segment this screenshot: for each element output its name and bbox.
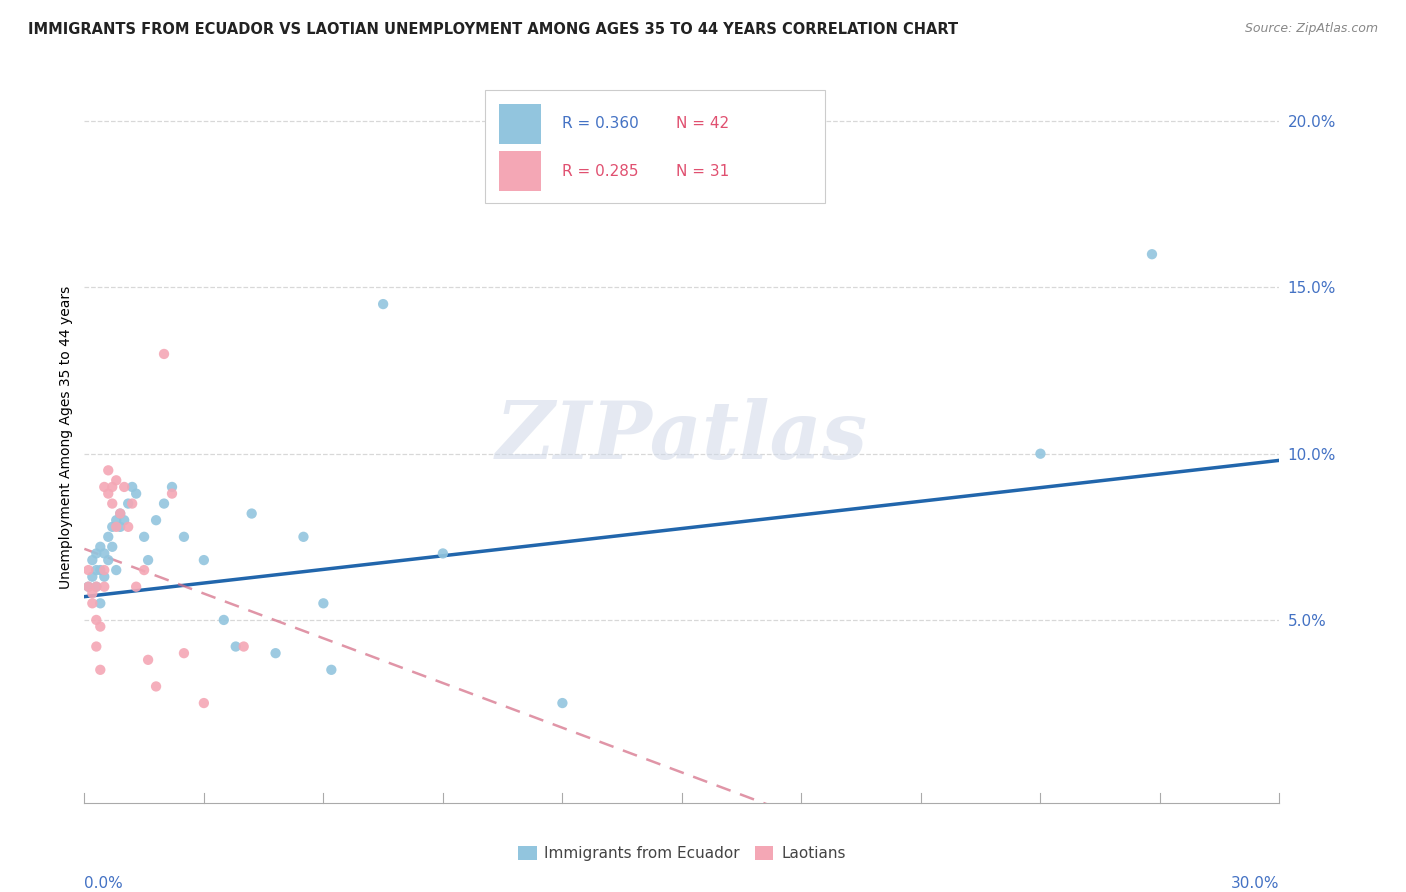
- Point: [225, 640, 247, 654]
- Point: [153, 347, 176, 361]
- Point: [89, 619, 111, 633]
- Legend: Immigrants from Ecuador, Laotians: Immigrants from Ecuador, Laotians: [519, 846, 845, 861]
- Text: N = 31: N = 31: [676, 164, 730, 178]
- Point: [1029, 447, 1052, 461]
- Point: [93, 580, 115, 594]
- Point: [101, 540, 124, 554]
- Point: [86, 580, 108, 594]
- Point: [86, 613, 108, 627]
- Point: [77, 580, 100, 594]
- Point: [97, 463, 120, 477]
- Point: [160, 480, 183, 494]
- Text: Source: ZipAtlas.com: Source: ZipAtlas.com: [1244, 22, 1378, 36]
- Text: 0.0%: 0.0%: [84, 876, 124, 891]
- Point: [105, 513, 128, 527]
- Point: [110, 520, 132, 534]
- Point: [101, 480, 124, 494]
- Point: [86, 640, 108, 654]
- Point: [101, 497, 124, 511]
- Point: [77, 563, 100, 577]
- Point: [132, 563, 156, 577]
- Point: [125, 580, 148, 594]
- Text: N = 42: N = 42: [676, 116, 730, 131]
- Point: [82, 553, 104, 567]
- Point: [110, 507, 132, 521]
- Point: [136, 553, 159, 567]
- Text: R = 0.285: R = 0.285: [562, 164, 638, 178]
- Point: [432, 546, 454, 560]
- Point: [97, 553, 120, 567]
- Text: IMMIGRANTS FROM ECUADOR VS LAOTIAN UNEMPLOYMENT AMONG AGES 35 TO 44 YEARS CORREL: IMMIGRANTS FROM ECUADOR VS LAOTIAN UNEMP…: [28, 22, 959, 37]
- Point: [160, 486, 183, 500]
- Point: [373, 297, 395, 311]
- Bar: [499, 151, 541, 192]
- Point: [125, 486, 148, 500]
- Point: [112, 480, 135, 494]
- Point: [86, 546, 108, 560]
- Point: [145, 513, 167, 527]
- Point: [145, 680, 167, 694]
- Point: [173, 530, 195, 544]
- Point: [232, 640, 254, 654]
- Point: [240, 507, 263, 521]
- Point: [105, 473, 128, 487]
- Point: [212, 613, 235, 627]
- Point: [82, 596, 104, 610]
- FancyBboxPatch shape: [485, 90, 825, 203]
- Point: [101, 520, 124, 534]
- Point: [89, 663, 111, 677]
- Point: [132, 530, 156, 544]
- Point: [264, 646, 287, 660]
- Point: [110, 507, 132, 521]
- Point: [77, 580, 100, 594]
- Text: ZIPatlas: ZIPatlas: [496, 399, 868, 475]
- Point: [173, 646, 195, 660]
- Point: [117, 497, 139, 511]
- Point: [89, 596, 111, 610]
- Point: [105, 520, 128, 534]
- Point: [121, 497, 143, 511]
- Point: [89, 563, 111, 577]
- Point: [97, 486, 120, 500]
- Point: [86, 580, 108, 594]
- Text: 30.0%: 30.0%: [1232, 876, 1279, 891]
- Point: [89, 540, 111, 554]
- Point: [136, 653, 159, 667]
- Point: [82, 586, 104, 600]
- Point: [112, 513, 135, 527]
- Point: [93, 563, 115, 577]
- Point: [193, 553, 215, 567]
- Point: [193, 696, 215, 710]
- Y-axis label: Unemployment Among Ages 35 to 44 years: Unemployment Among Ages 35 to 44 years: [59, 285, 73, 589]
- Point: [97, 530, 120, 544]
- Point: [93, 546, 115, 560]
- Point: [312, 596, 335, 610]
- Point: [93, 570, 115, 584]
- Text: R = 0.360: R = 0.360: [562, 116, 640, 131]
- Point: [93, 480, 115, 494]
- Point: [121, 480, 143, 494]
- Point: [551, 696, 574, 710]
- Point: [117, 520, 139, 534]
- Point: [1140, 247, 1163, 261]
- Point: [86, 563, 108, 577]
- Point: [321, 663, 343, 677]
- Point: [292, 530, 315, 544]
- Point: [82, 570, 104, 584]
- Bar: [499, 103, 541, 144]
- Point: [153, 497, 176, 511]
- Point: [105, 563, 128, 577]
